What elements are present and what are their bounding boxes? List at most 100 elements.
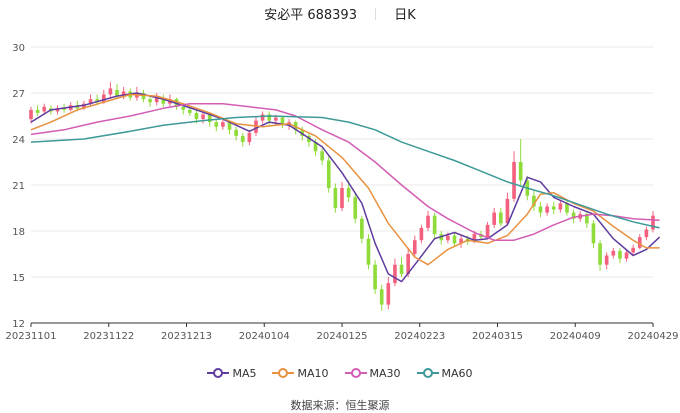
candle-body bbox=[274, 117, 278, 121]
candle-body bbox=[35, 109, 40, 113]
candle-body bbox=[637, 237, 642, 248]
candle bbox=[505, 192, 510, 225]
legend-marker bbox=[422, 368, 433, 378]
candle bbox=[512, 151, 516, 202]
candle bbox=[326, 155, 331, 193]
candle-body bbox=[624, 252, 629, 259]
candle-body bbox=[108, 88, 113, 95]
candle bbox=[366, 234, 371, 270]
candle bbox=[485, 221, 490, 239]
candle-body bbox=[300, 129, 305, 136]
ma-line-ma60 bbox=[30, 115, 660, 229]
candle bbox=[551, 201, 556, 215]
candle bbox=[412, 235, 417, 258]
y-tick-label: 15 bbox=[12, 273, 25, 284]
candle-body bbox=[353, 197, 358, 219]
candle bbox=[604, 252, 609, 270]
candle bbox=[538, 201, 543, 218]
candle-body bbox=[591, 223, 596, 244]
x-tick-label: 20240315 bbox=[472, 331, 523, 342]
candle-body bbox=[154, 97, 159, 103]
candle-body bbox=[121, 91, 126, 97]
candle-body bbox=[227, 122, 232, 130]
ma-line-ma5 bbox=[30, 92, 661, 283]
candle bbox=[426, 211, 430, 231]
candle-body bbox=[360, 218, 364, 239]
candle-body bbox=[426, 215, 430, 228]
x-tick-label: 20231101 bbox=[6, 331, 57, 342]
candle bbox=[333, 183, 338, 213]
candle-body bbox=[267, 114, 272, 121]
ma-line-ma10 bbox=[30, 93, 660, 266]
candle bbox=[214, 119, 219, 132]
y-tick-label: 12 bbox=[12, 319, 25, 330]
candle-body bbox=[472, 234, 477, 242]
candle-body bbox=[459, 238, 463, 244]
y-axis: 12 15 18 21 24 27 30 bbox=[12, 43, 25, 330]
candle-body bbox=[254, 120, 258, 133]
candle bbox=[108, 82, 113, 98]
candle bbox=[651, 211, 655, 233]
candle bbox=[280, 116, 285, 129]
candle-body bbox=[412, 240, 417, 254]
candle-body bbox=[260, 114, 265, 121]
legend-item-ma10[interactable]: MA10 bbox=[272, 367, 329, 380]
candle bbox=[439, 231, 444, 245]
chart-header: 安必平 688393 日K bbox=[0, 4, 680, 24]
candle bbox=[459, 235, 463, 248]
x-tick-label: 20231122 bbox=[83, 331, 134, 342]
candle-body bbox=[386, 283, 391, 305]
candle bbox=[386, 277, 391, 310]
candle-body bbox=[326, 160, 331, 189]
legend-marker bbox=[278, 368, 289, 378]
candle bbox=[624, 249, 629, 262]
legend-item-ma5[interactable]: MA5 bbox=[207, 367, 256, 380]
candle bbox=[585, 211, 589, 228]
candle bbox=[611, 247, 616, 259]
candle-body bbox=[571, 212, 576, 219]
candle bbox=[340, 181, 344, 212]
ma-lines bbox=[30, 92, 661, 283]
candle-body bbox=[62, 108, 66, 110]
legend-item-ma60[interactable]: MA60 bbox=[416, 367, 473, 380]
candle-body bbox=[207, 114, 212, 123]
candle-body bbox=[604, 255, 609, 265]
candle-body bbox=[651, 215, 655, 230]
candle bbox=[35, 105, 40, 116]
candle-body bbox=[618, 250, 622, 259]
legend-label: MA60 bbox=[441, 367, 473, 380]
candle-body bbox=[181, 106, 186, 110]
candle-body bbox=[399, 264, 404, 274]
stock-name: 安必平 688393 bbox=[264, 8, 357, 23]
x-tick-label: 20240409 bbox=[550, 331, 601, 342]
candle bbox=[498, 208, 503, 227]
x-tick-label: 20240429 bbox=[628, 331, 679, 342]
candle-body bbox=[55, 108, 60, 112]
candle bbox=[399, 257, 404, 277]
candle-body bbox=[88, 99, 93, 104]
candle bbox=[154, 93, 159, 106]
legend-marker bbox=[350, 368, 361, 378]
candle-body bbox=[280, 117, 285, 126]
candle-body bbox=[551, 206, 556, 210]
legend-label: MA5 bbox=[232, 367, 257, 380]
candle bbox=[353, 194, 358, 224]
candle bbox=[373, 260, 377, 294]
candle-body bbox=[346, 188, 351, 198]
candle-body bbox=[187, 109, 192, 113]
candle-body bbox=[42, 106, 47, 112]
legend-item-ma30[interactable]: MA30 bbox=[344, 367, 401, 380]
period-label: 日K bbox=[394, 8, 416, 23]
candle bbox=[571, 209, 576, 224]
candle bbox=[29, 106, 33, 124]
y-tick-label: 24 bbox=[12, 135, 25, 146]
candle-body bbox=[565, 203, 569, 213]
x-axis: 20231101 20231122 20231213 20240104 20240125… bbox=[6, 322, 679, 342]
candle bbox=[591, 220, 596, 248]
candle bbox=[360, 215, 364, 244]
candle-body bbox=[393, 264, 397, 284]
candle bbox=[637, 234, 642, 250]
y-tick-label: 30 bbox=[12, 43, 25, 54]
legend-label: MA30 bbox=[369, 367, 401, 380]
